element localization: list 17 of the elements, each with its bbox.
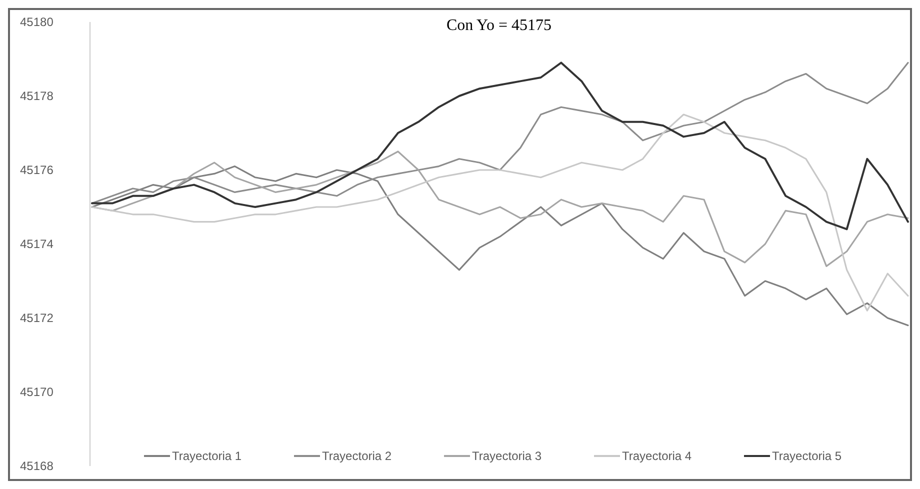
legend-label: Trayectoria 4 [622,449,692,464]
legend-label: Trayectoria 5 [772,449,842,464]
line-series [91,62,909,230]
legend-label: Trayectoria 3 [472,449,542,464]
legend-label: Trayectoria 2 [322,449,392,464]
y-tick-label: 45178 [20,89,54,104]
y-tick-label: 45168 [20,459,54,474]
line-series [91,166,909,326]
y-tick-label: 45176 [20,163,54,178]
y-tick-label: 45172 [20,311,54,326]
line-series [91,114,909,312]
line-series [91,62,909,204]
y-tick-label: 45174 [20,237,54,252]
chart-title: Con Yo = 45175 [446,17,552,34]
y-tick-label: 45180 [20,15,54,30]
legend-label: Trayectoria 1 [172,449,242,464]
y-tick-label: 45170 [20,385,54,400]
